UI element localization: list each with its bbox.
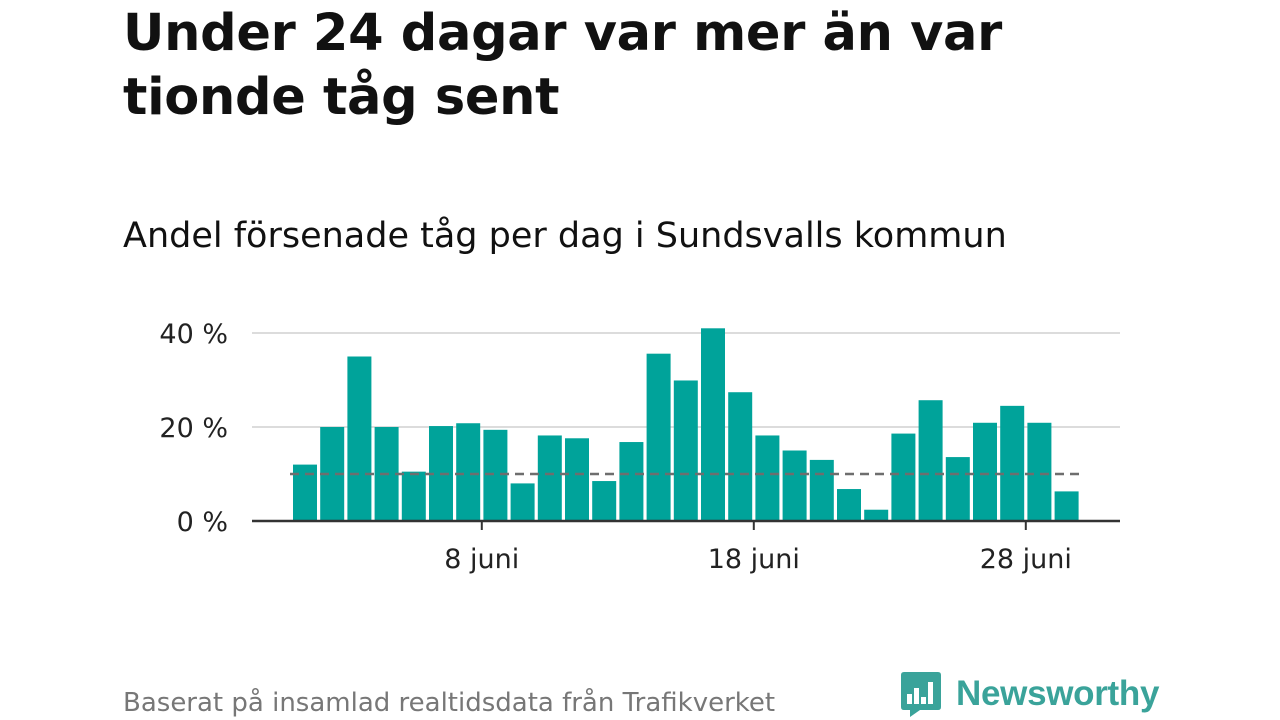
bar — [592, 481, 617, 521]
x-tick-label: 28 juni — [980, 544, 1072, 575]
brand-name: Newsworthy — [956, 674, 1160, 713]
bar — [837, 489, 861, 521]
source-note: Baserat på insamlad realtidsdata från Tr… — [123, 688, 776, 718]
axes: 0 % 20 % 40 % 8 juni 18 juni 28 juni — [159, 319, 1120, 575]
bar — [646, 353, 671, 521]
x-tick-label: 8 juni — [444, 544, 519, 575]
bar — [918, 400, 943, 521]
bar — [619, 442, 644, 521]
bar — [483, 429, 508, 521]
bars — [293, 328, 1079, 521]
bar — [537, 435, 562, 521]
bar — [1027, 422, 1052, 521]
bar — [673, 380, 698, 521]
bar-chart: 0 % 20 % 40 % 8 juni 18 juni 28 juni — [159, 319, 1120, 575]
bar — [1000, 405, 1025, 521]
x-tick-label: 18 juni — [708, 544, 800, 575]
bar-chart-speech-bubble-icon — [901, 672, 941, 717]
bar — [565, 438, 589, 521]
y-tick-label: 20 % — [159, 413, 228, 444]
bar — [891, 433, 916, 521]
bar — [782, 450, 807, 521]
chart-subtitle: Andel försenade tåg per dag i Sundsvalls… — [123, 216, 1007, 256]
bar — [973, 422, 997, 521]
bar — [945, 457, 970, 521]
y-tick-label: 40 % — [159, 319, 228, 350]
bar — [456, 423, 481, 521]
bar — [755, 435, 780, 521]
bar — [510, 483, 535, 521]
bar — [864, 509, 889, 521]
bar — [401, 471, 426, 521]
bar — [728, 392, 753, 521]
bar — [347, 356, 372, 521]
chart-title: Under 24 dagar var mer än var tionde tåg… — [123, 4, 1002, 127]
bar — [809, 459, 834, 521]
brand-logo: Newsworthy — [900, 668, 1159, 720]
bar — [1054, 491, 1079, 521]
y-tick-label: 0 % — [177, 507, 228, 538]
bar — [701, 328, 725, 521]
